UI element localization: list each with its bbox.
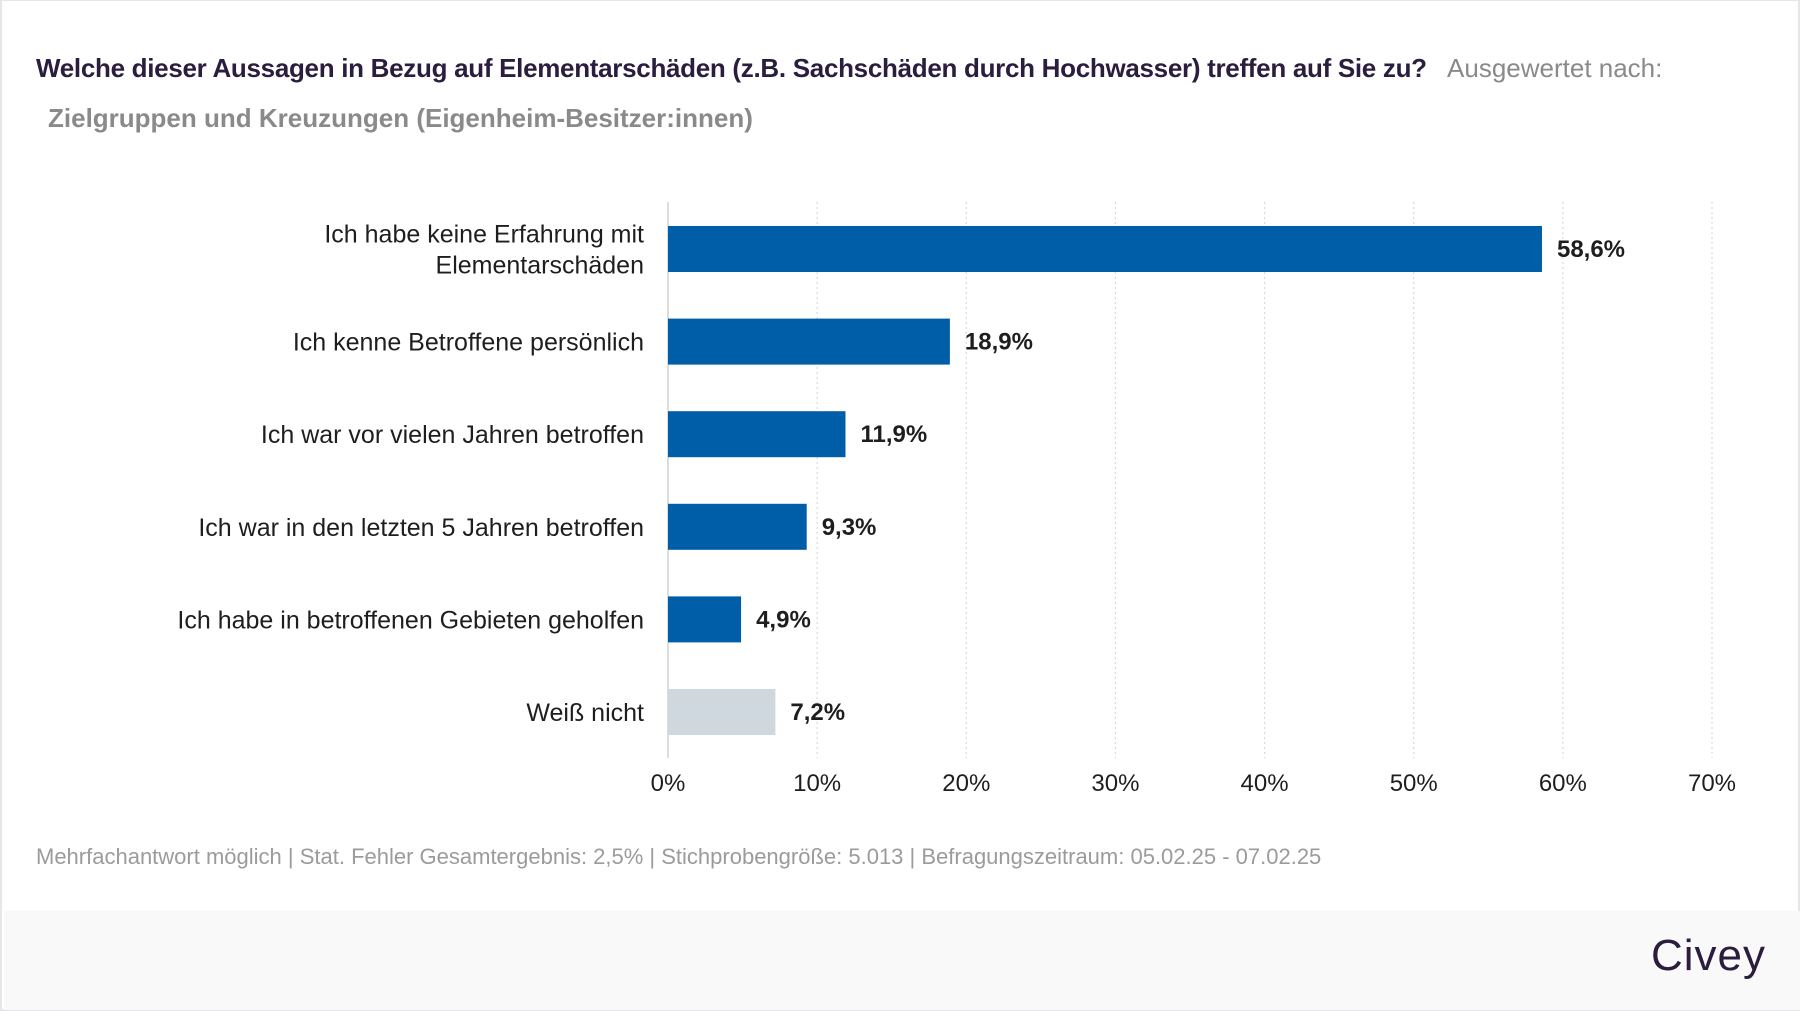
category-label: Ich kenne Betroffene persönlich	[293, 329, 644, 357]
bar-value-label: 4,9%	[756, 606, 811, 633]
x-tick-label: 60%	[1539, 770, 1587, 797]
bar	[668, 596, 742, 643]
x-tick-label: 0%	[651, 770, 686, 797]
bar	[668, 411, 846, 458]
footer-band	[4, 911, 1800, 1010]
category-label: Ich habe keine Erfahrung mit	[324, 221, 644, 249]
segment-prefix: Ausgewertet nach:	[1447, 53, 1663, 83]
bar-value-label: 58,6%	[1557, 236, 1625, 263]
bar-value-label: 7,2%	[790, 699, 845, 726]
survey-footnote: Mehrfachantwort möglich | Stat. Fehler G…	[36, 844, 1322, 869]
bar	[668, 226, 1542, 272]
category-label: Ich war vor vielen Jahren betroffen	[261, 421, 644, 449]
question-title: Welche dieser Aussagen in Bezug auf Elem…	[36, 53, 1427, 83]
x-tick-label: 10%	[793, 770, 841, 797]
segment-value: Zielgruppen und Kreuzungen (Eigenheim-Be…	[48, 103, 753, 133]
category-label: Elementarschäden	[436, 252, 644, 280]
bar-value-label: 11,9%	[860, 421, 927, 448]
x-tick-label: 50%	[1390, 770, 1438, 797]
bar-chart: 0% 10% 20% 30% 40% 50% 60% 70% 58,6% Ich habe kei…	[177, 202, 1736, 797]
bar	[668, 689, 776, 735]
bar	[668, 503, 807, 550]
civey-logo: Civey	[1650, 931, 1766, 980]
category-label: Weiß nicht	[526, 699, 644, 727]
bar-value-label: 18,9%	[965, 329, 1033, 356]
x-tick-label: 20%	[942, 770, 990, 797]
category-label: Ich habe in betroffenen Gebieten geholfe…	[177, 606, 644, 634]
x-tick-label: 70%	[1688, 770, 1736, 797]
category-label: Ich war in den letzten 5 Jahren betroffe…	[198, 514, 644, 542]
x-tick-label: 30%	[1091, 770, 1139, 797]
bar-value-label: 9,3%	[822, 514, 877, 541]
bar	[668, 318, 950, 365]
chart-header: Welche dieser Aussagen in Bezug auf Elem…	[36, 43, 1756, 143]
x-tick-label: 40%	[1241, 770, 1289, 797]
